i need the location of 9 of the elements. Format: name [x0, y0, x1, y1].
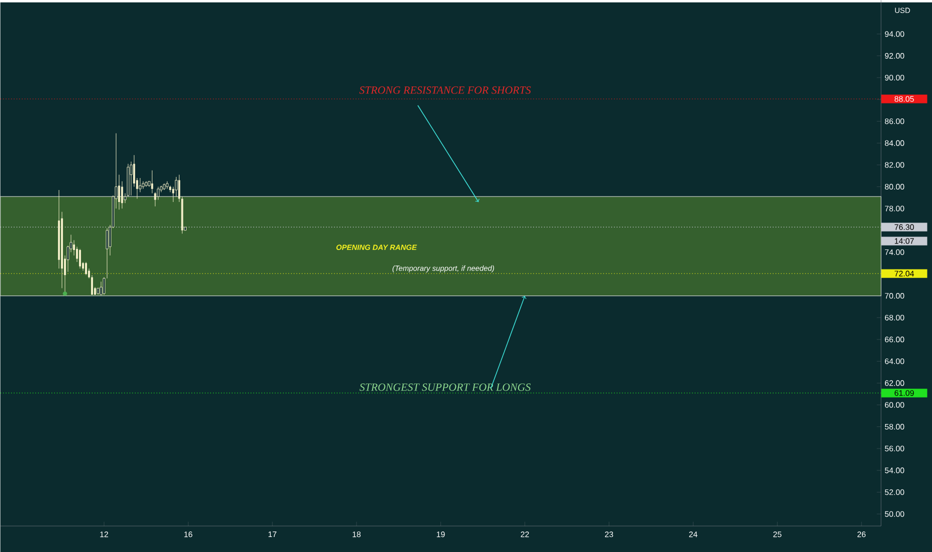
- candlestick: [79, 248, 81, 269]
- annotation: STRONGEST SUPPORT FOR LONGS: [360, 383, 531, 391]
- candlestick: [154, 192, 156, 207]
- annotation: STRONG RESISTANCE FOR SHORTS: [359, 86, 531, 94]
- candlestick: [85, 262, 88, 276]
- candlestick: [130, 161, 132, 196]
- candlestick: [100, 281, 102, 295]
- candlestick: [138, 178, 142, 192]
- candlestick: [151, 170, 154, 194]
